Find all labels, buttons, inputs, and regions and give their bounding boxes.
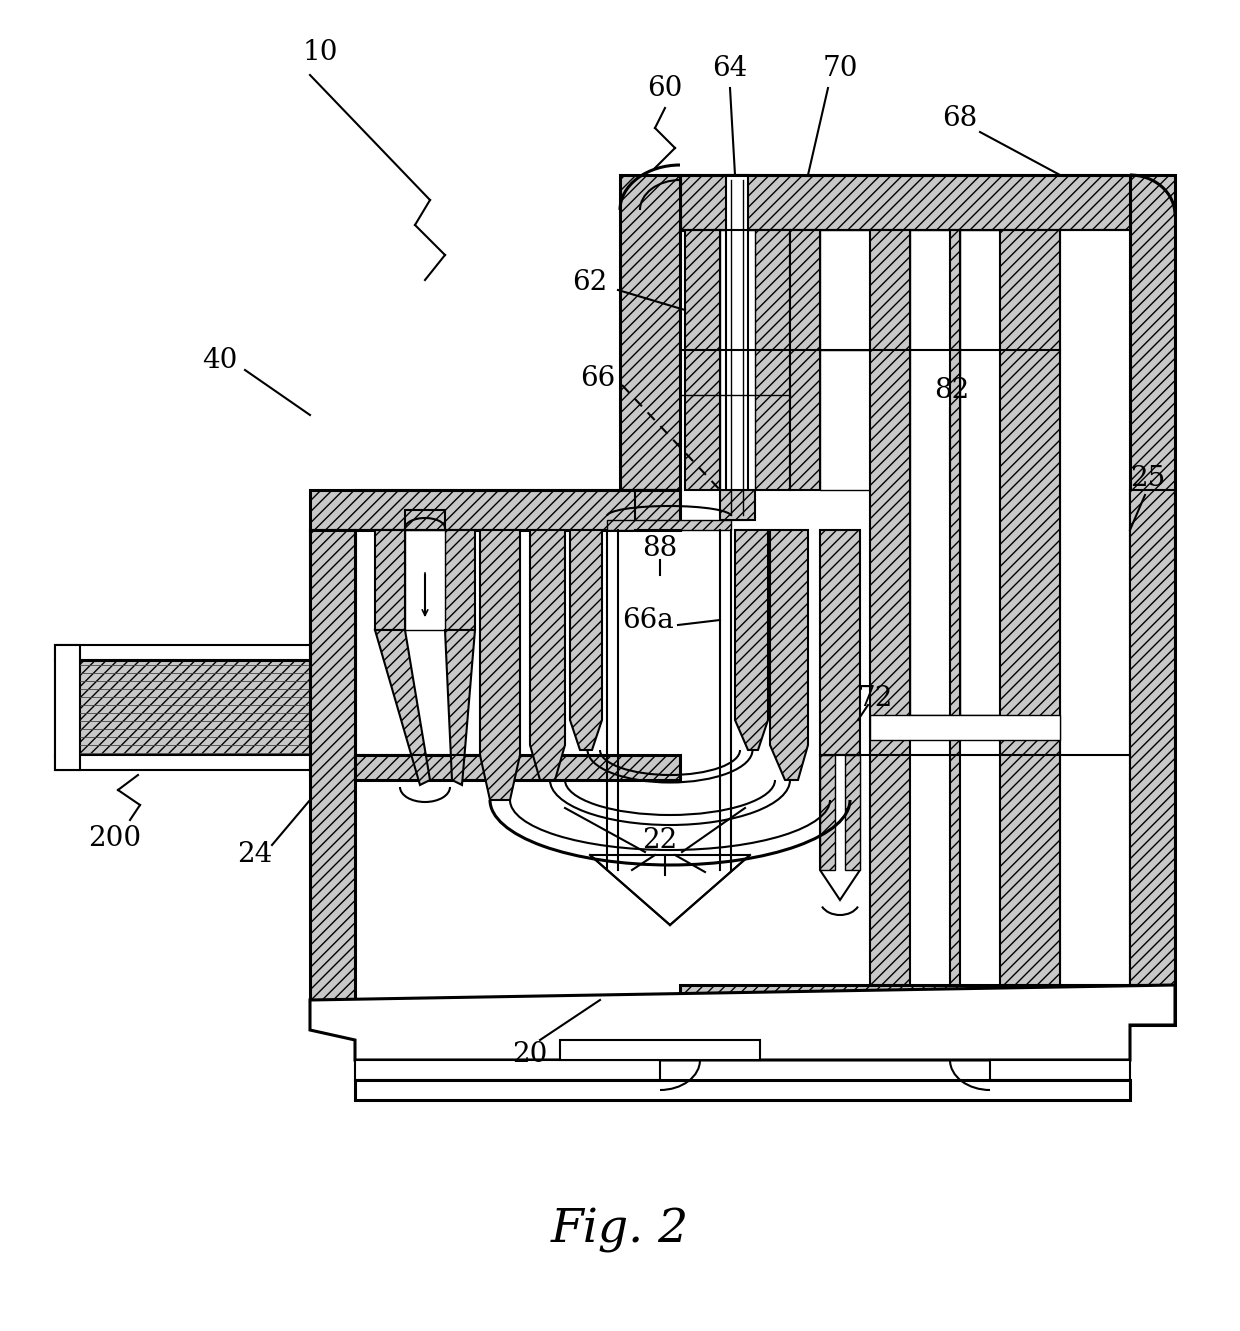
Polygon shape [999, 230, 1060, 985]
Polygon shape [720, 230, 755, 490]
Polygon shape [310, 530, 355, 1000]
Text: 82: 82 [935, 377, 970, 403]
Polygon shape [608, 520, 732, 530]
Polygon shape [310, 755, 680, 780]
Polygon shape [355, 1059, 660, 1079]
Polygon shape [1130, 490, 1176, 985]
Polygon shape [405, 530, 445, 630]
Polygon shape [620, 174, 680, 490]
Polygon shape [820, 350, 870, 490]
Polygon shape [725, 174, 748, 520]
Polygon shape [950, 230, 960, 985]
Polygon shape [310, 490, 680, 530]
Polygon shape [1115, 985, 1176, 1025]
Polygon shape [445, 630, 475, 785]
Polygon shape [990, 1059, 1130, 1079]
Polygon shape [374, 530, 405, 630]
Polygon shape [405, 510, 445, 530]
Polygon shape [960, 230, 999, 715]
Polygon shape [720, 490, 755, 520]
Text: 66: 66 [580, 365, 615, 391]
Text: 60: 60 [647, 75, 683, 101]
Polygon shape [374, 630, 430, 785]
Polygon shape [635, 490, 680, 530]
Polygon shape [870, 715, 1060, 740]
Polygon shape [844, 755, 861, 870]
Polygon shape [910, 230, 950, 715]
Polygon shape [55, 660, 310, 755]
Polygon shape [560, 1040, 760, 1059]
Polygon shape [590, 855, 750, 925]
Text: 64: 64 [712, 55, 748, 81]
Polygon shape [55, 755, 310, 771]
Text: 62: 62 [573, 269, 608, 295]
Polygon shape [680, 985, 1130, 1025]
Text: 88: 88 [642, 535, 677, 562]
Text: 66a: 66a [622, 607, 673, 634]
Polygon shape [735, 530, 768, 749]
Polygon shape [790, 230, 820, 490]
Text: 25: 25 [1131, 465, 1166, 491]
Polygon shape [680, 174, 1130, 230]
Polygon shape [529, 530, 565, 780]
Polygon shape [1130, 174, 1176, 1025]
Polygon shape [480, 530, 520, 800]
Polygon shape [770, 530, 808, 780]
Polygon shape [820, 530, 861, 800]
Polygon shape [310, 985, 1176, 1059]
Polygon shape [820, 230, 870, 350]
Polygon shape [1060, 230, 1130, 985]
Polygon shape [570, 530, 601, 749]
Text: 40: 40 [202, 346, 238, 374]
Text: 72: 72 [857, 684, 893, 712]
Text: 24: 24 [237, 841, 273, 869]
Polygon shape [820, 755, 861, 900]
Polygon shape [55, 646, 310, 660]
Polygon shape [355, 1079, 1130, 1099]
Text: 70: 70 [822, 55, 858, 81]
Polygon shape [310, 530, 355, 755]
Text: 10: 10 [303, 39, 337, 65]
Polygon shape [820, 755, 835, 870]
Polygon shape [755, 230, 790, 490]
Polygon shape [445, 530, 475, 630]
Text: 200: 200 [88, 824, 141, 852]
Polygon shape [870, 230, 910, 985]
Polygon shape [55, 646, 81, 771]
Text: 22: 22 [642, 827, 677, 853]
Text: 68: 68 [942, 105, 977, 132]
Text: 20: 20 [512, 1041, 548, 1069]
Text: Fig. 2: Fig. 2 [551, 1207, 689, 1252]
Polygon shape [684, 230, 720, 490]
